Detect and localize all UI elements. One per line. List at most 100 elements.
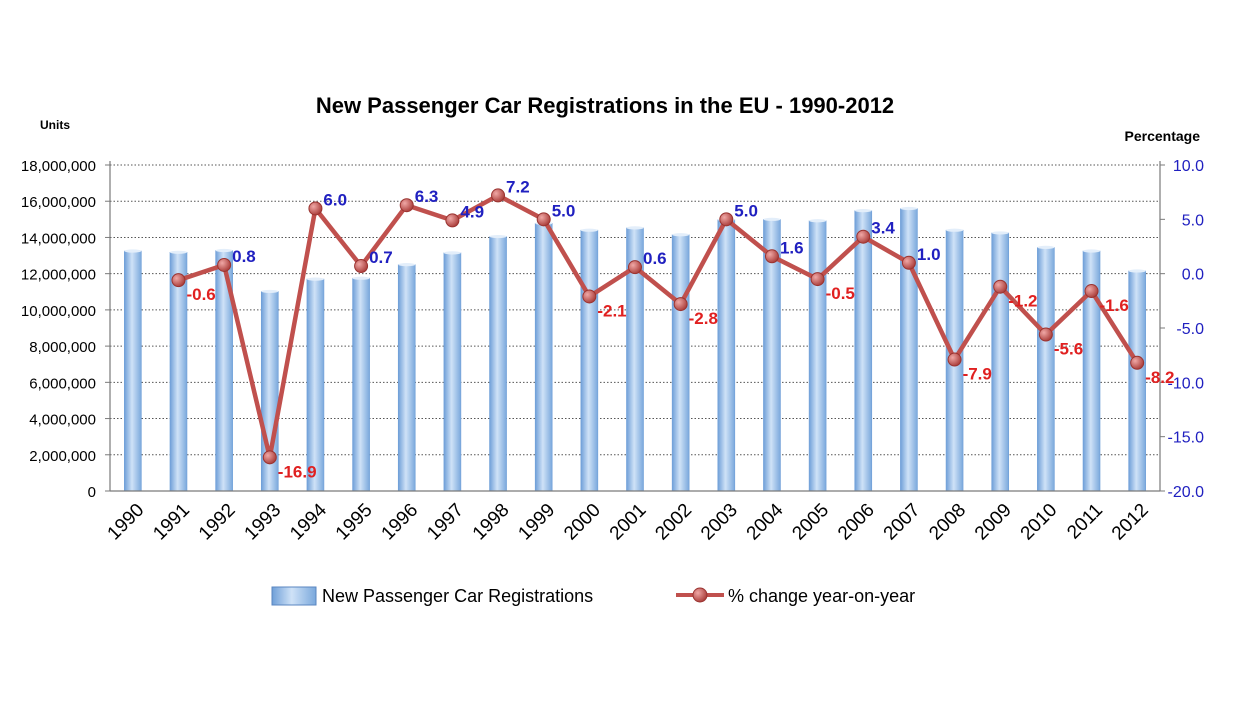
pct-label-2010: -5.6: [1054, 340, 1083, 359]
legend-bar-swatch: [271, 586, 317, 606]
pct-point-2008: [947, 352, 962, 367]
bar-series: [124, 206, 1146, 492]
pct-label-2006: 3.4: [871, 219, 895, 238]
pct-point-1995: [354, 259, 369, 274]
bar-top-2004: [763, 217, 781, 221]
bar-2006: [854, 210, 873, 492]
pct-label-2007: 1.0: [917, 245, 941, 264]
pct-label-1991: -0.6: [186, 285, 215, 304]
bar-1997: [443, 252, 462, 492]
bar-top-1998: [489, 234, 507, 239]
bar-top-2010: [1037, 245, 1055, 250]
y-left-tick-label: 12,000,000: [21, 267, 96, 284]
pct-label-2002: -2.8: [689, 309, 718, 328]
y-left-tick-label: 14,000,000: [21, 230, 96, 247]
bar-2010: [1037, 247, 1055, 492]
pct-point-2010: [1038, 327, 1053, 342]
bar-1991: [169, 251, 188, 492]
pct-point-2003: [719, 212, 734, 227]
pct-label-1996: 6.3: [415, 187, 439, 206]
bar-top-2012: [1128, 269, 1146, 273]
bar-2012: [1128, 270, 1146, 492]
y-left-tick-label: 0: [88, 484, 96, 501]
x-tick-label-2012: 2012: [1108, 500, 1153, 545]
pct-label-1992: 0.8: [232, 247, 256, 266]
bar-1996: [397, 264, 416, 492]
y-left-tick-label: 6,000,000: [29, 375, 96, 392]
bar-2009: [991, 232, 1010, 492]
x-tick-label-1996: 1996: [378, 500, 423, 545]
y-right-tick-label: -15.0: [1168, 430, 1205, 447]
bar-1998: [489, 236, 507, 492]
x-tick-label-2007: 2007: [880, 500, 925, 545]
pct-point-1994: [308, 201, 323, 216]
pct-label-1995: 0.7: [369, 248, 393, 267]
bar-top-1990: [124, 249, 142, 253]
bar-2002: [671, 234, 690, 492]
pct-point-2000: [582, 289, 597, 304]
pct-point-2005: [810, 272, 825, 287]
x-tick-label-1998: 1998: [469, 500, 514, 545]
bar-1990: [124, 250, 142, 492]
x-tick-label-1990: 1990: [104, 500, 149, 545]
x-tick-label-1999: 1999: [514, 500, 559, 545]
pct-point-1993: [262, 450, 277, 465]
x-tick-label-1994: 1994: [286, 499, 331, 544]
x-axis-labels: 1990 1991 1992 1993 1994 1995 1996 1997 1998 1999…: [104, 499, 1153, 544]
x-tick-label-2001: 2001: [606, 500, 651, 545]
x-tick-label-2010: 2010: [1017, 500, 1062, 545]
bar-top-1993: [261, 289, 279, 294]
x-tick-label-2009: 2009: [971, 500, 1016, 545]
x-tick-label-1992: 1992: [195, 500, 240, 545]
pct-point-1992: [217, 257, 232, 272]
x-tick-label-2004: 2004: [743, 499, 788, 544]
pct-label-1993: -16.9: [278, 462, 317, 481]
legend-bar-label: New Passenger Car Registrations: [322, 586, 593, 606]
bar-top-1995: [352, 276, 370, 280]
bar-2000: [580, 229, 599, 492]
x-tick-label-1993: 1993: [241, 500, 286, 545]
y-left-tick-label: 8,000,000: [29, 339, 96, 356]
y-right-tick-label: 10.0: [1173, 158, 1204, 175]
x-tick-label-2003: 2003: [697, 500, 742, 545]
pct-point-2006: [856, 229, 871, 244]
pct-label-2000: -2.1: [597, 301, 626, 320]
pct-label-2004: 1.6: [780, 238, 804, 257]
pct-label-2012: -8.2: [1145, 368, 1174, 387]
legend-line-label: % change year-on-year: [728, 586, 915, 606]
pct-point-1998: [491, 188, 506, 203]
pct-label-2009: -1.2: [1008, 292, 1037, 311]
y-left-tick-label: 2,000,000: [29, 448, 96, 465]
x-tick-label-2005: 2005: [788, 500, 833, 545]
y-right-tick-label: -5.0: [1176, 321, 1204, 338]
data-labels: -0.6 0.8 -16.9 6.0 0.7 6.3 4.9 7.2 5.0 -2.1 0.6 -2.…: [186, 177, 1174, 481]
bar-1999: [534, 223, 553, 492]
pct-label-2011: -1.6: [1100, 296, 1129, 315]
pct-label-2005: -0.5: [826, 284, 855, 303]
chart-title: New Passenger Car Registrations in the E…: [316, 93, 894, 118]
pct-label-2001: 0.6: [643, 249, 667, 268]
axes: 18,000,000 16,000,000 14,000,000 12,000,000…: [21, 158, 1204, 501]
bar-top-1994: [306, 277, 324, 281]
x-tick-label-1995: 1995: [332, 500, 377, 545]
x-tick-label-2011: 2011: [1063, 500, 1107, 544]
x-tick-label-1997: 1997: [423, 500, 468, 545]
bar-top-2000: [580, 228, 598, 232]
bar-2007: [900, 208, 918, 492]
y-right-tick-label: 0.0: [1182, 267, 1204, 284]
pct-point-1997: [445, 213, 460, 228]
pct-label-1994: 6.0: [323, 190, 347, 209]
bar-top-2011: [1083, 249, 1101, 253]
y-right-tick-label: 5.0: [1182, 212, 1204, 229]
pct-label-2008: -7.9: [963, 365, 992, 384]
pct-change-line: [177, 193, 1140, 460]
bar-top-1996: [398, 263, 416, 267]
pct-point-2004: [764, 249, 779, 264]
x-tick-label-2006: 2006: [834, 500, 879, 545]
pct-point-1996: [399, 198, 414, 213]
y-right-axis-title: Percentage: [1125, 128, 1201, 144]
y-right-tick-label: -20.0: [1168, 484, 1205, 501]
y-left-tick-label: 4,000,000: [29, 412, 96, 429]
